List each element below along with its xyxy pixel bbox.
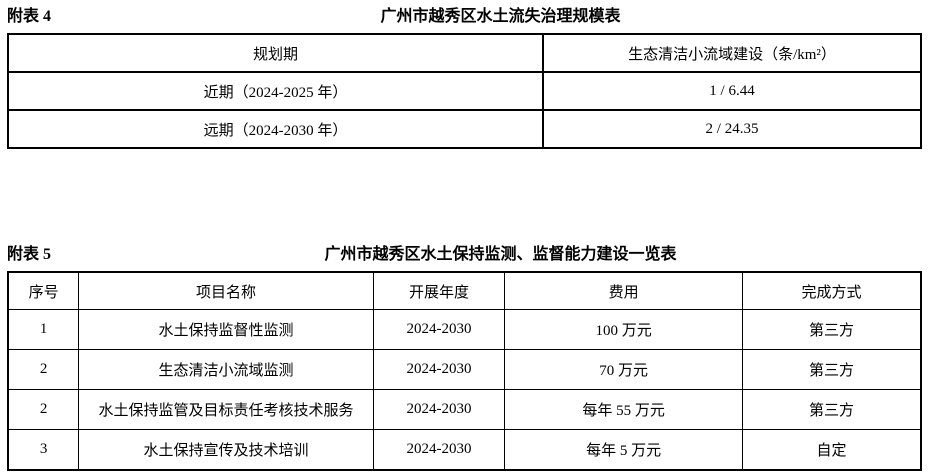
table5-column-header-serial-number: 序号 xyxy=(7,271,80,310)
table5-title: 广州市越秀区水土保持监测、监督能力建设一览表 xyxy=(324,246,677,263)
table-cell: 2 / 24.35 xyxy=(542,109,922,149)
table-cell: 2024-2030 xyxy=(372,309,506,350)
table-cell: 2 xyxy=(7,349,80,390)
table5-column-header-year-range: 开展年度 xyxy=(372,271,506,310)
table4-row: 远期（2024-2030 年） 2 / 24.35 xyxy=(6,109,922,149)
table-cell: 生态清洁小流域监测 xyxy=(78,349,374,390)
table5-column-header-completion-method: 完成方式 xyxy=(741,271,922,310)
table5-row: 2 生态清洁小流域监测 2024-2030 70 万元 第三方 xyxy=(7,349,922,390)
table-cell: 远期（2024-2030 年） xyxy=(6,109,545,149)
table-cell: 100 万元 xyxy=(504,309,743,350)
table5-row: 1 水土保持监督性监测 2024-2030 100 万元 第三方 xyxy=(7,309,922,350)
table4-caption: 附表 4 广州市越秀区水土流失治理规模表 xyxy=(7,7,922,26)
table-cell: 2024-2030 xyxy=(372,429,506,471)
table5-caption: 附表 5 广州市越秀区水土保持监测、监督能力建设一览表 xyxy=(7,245,922,264)
table-cell: 2 xyxy=(7,389,80,430)
table-cell: 第三方 xyxy=(741,389,922,430)
table-cell: 每年 5 万元 xyxy=(504,429,743,471)
table5-column-header-project-name: 项目名称 xyxy=(78,271,374,310)
table4-label: 附表 4 xyxy=(7,8,52,25)
table-cell: 2024-2030 xyxy=(372,389,506,430)
table-cell: 自定 xyxy=(741,429,922,471)
table-cell: 水土保持监管及目标责任考核技术服务 xyxy=(78,389,374,430)
table-cell: 近期（2024-2025 年） xyxy=(6,71,545,111)
table4-title: 广州市越秀区水土流失治理规模表 xyxy=(380,8,621,25)
table-cell: 2024-2030 xyxy=(372,349,506,390)
tables-gap-spacer xyxy=(7,149,922,245)
table4: 规划期 生态清洁小流域建设（条/km²） 近期（2024-2025 年） 1 /… xyxy=(6,33,922,149)
table-cell: 每年 55 万元 xyxy=(504,389,743,430)
table-cell: 3 xyxy=(7,429,80,471)
table5-row: 2 水土保持监管及目标责任考核技术服务 2024-2030 每年 55 万元 第… xyxy=(7,389,922,430)
table-cell: 1 xyxy=(7,309,80,350)
table4-column-header-planning-period: 规划期 xyxy=(6,33,545,73)
table-cell: 第三方 xyxy=(741,349,922,390)
table5-header-row: 序号 项目名称 开展年度 费用 完成方式 xyxy=(7,271,922,310)
table-cell: 70 万元 xyxy=(504,349,743,390)
table-cell: 水土保持监督性监测 xyxy=(78,309,374,350)
table5: 序号 项目名称 开展年度 费用 完成方式 1 水土保持监督性监测 2024-20… xyxy=(7,271,922,471)
table4-header-row: 规划期 生态清洁小流域建设（条/km²） xyxy=(6,33,922,73)
table5-column-header-cost: 费用 xyxy=(504,271,743,310)
table5-row: 3 水土保持宣传及技术培训 2024-2030 每年 5 万元 自定 xyxy=(7,429,922,471)
table-cell: 第三方 xyxy=(741,309,922,350)
table4-row: 近期（2024-2025 年） 1 / 6.44 xyxy=(6,71,922,111)
table-cell: 1 / 6.44 xyxy=(542,71,922,111)
table5-label: 附表 5 xyxy=(7,246,52,263)
table4-column-header-watershed-construction: 生态清洁小流域建设（条/km²） xyxy=(542,33,922,73)
table-cell: 水土保持宣传及技术培训 xyxy=(78,429,374,471)
